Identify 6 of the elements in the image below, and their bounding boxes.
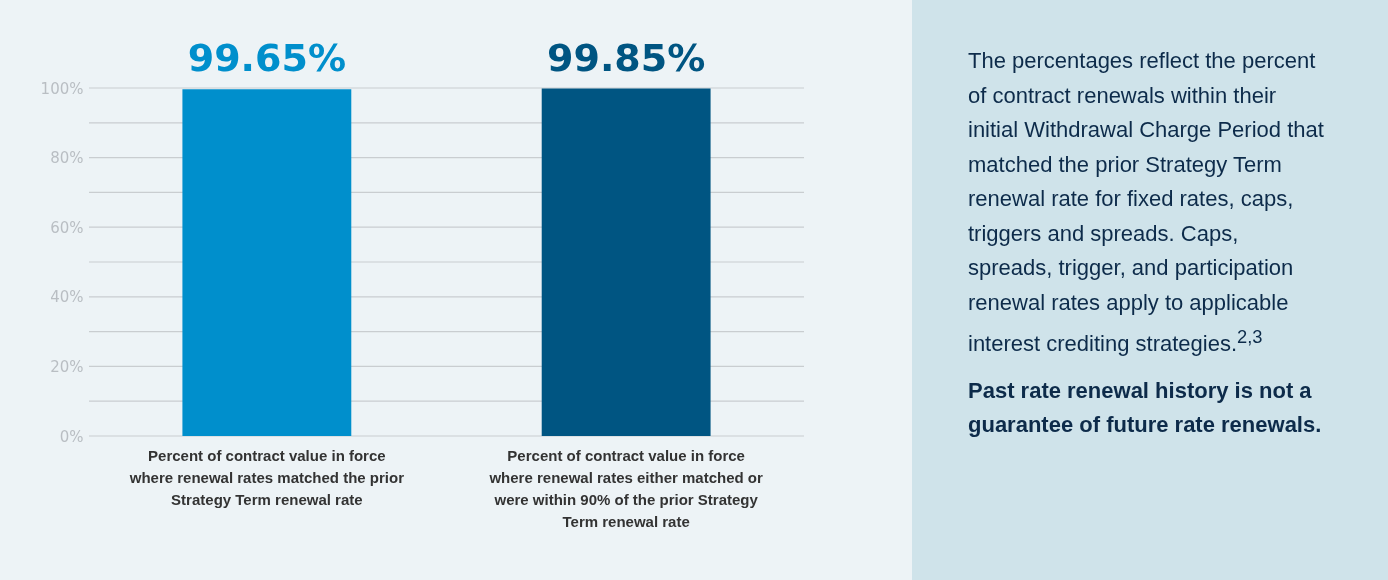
x-tick-label: Percent of contract value in force where renewal rates either matched or were within 90% of the prior Strategy Term renewal rate [488, 446, 764, 530]
data-label: 99.85% [547, 35, 706, 80]
data-label: 99.65% [187, 36, 346, 81]
text: The percentages reflect the percent of contract renewals within their initial Withdrawal Charge Period that matched the prior Strategy Term renewal rate for fixed rates, caps, triggers and spreads. Caps, spreads, trigger, and participation renewal rates apply to applicable interest crediting strategies.$^{2,3}$ [968, 48, 1324, 357]
x-tick-label: Percent of contract value in force where renewal rates matched the prior Strategy Term renewal rate [128, 446, 405, 508]
text: Past rate renewal history is not a guarantee of future rate renewals. [968, 376, 1323, 440]
